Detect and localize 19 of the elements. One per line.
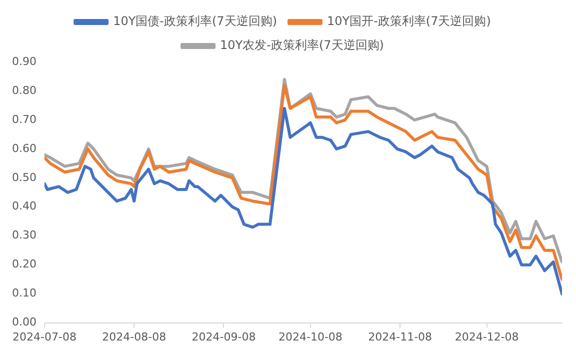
legend-label: 10Y国债-政策利率(7天逆回购) bbox=[113, 14, 278, 28]
legend-label: 10Y国开-政策利率(7天逆回购) bbox=[327, 14, 491, 28]
y-tick-label: 0.00 bbox=[12, 316, 36, 329]
x-tick-label: 2024-07-08 bbox=[12, 330, 76, 344]
y-tick-label: 0.80 bbox=[12, 84, 36, 97]
y-tick-label: 0.40 bbox=[12, 200, 36, 213]
y-tick-label: 0.20 bbox=[12, 258, 36, 271]
y-tick-label: 0.10 bbox=[12, 286, 36, 300]
x-tick-label: 2024-11-08 bbox=[368, 330, 432, 344]
y-tick-label: 0.70 bbox=[12, 112, 36, 126]
x-tick-label: 2024-12-08 bbox=[454, 330, 519, 344]
y-tick-label: 0.90 bbox=[12, 54, 36, 68]
y-tick-label: 0.30 bbox=[12, 228, 36, 242]
x-tick-label: 2024-08-08 bbox=[102, 330, 166, 344]
y-tick-label: 0.60 bbox=[12, 142, 36, 155]
x-tick-label: 2024-09-08 bbox=[192, 330, 256, 344]
y-tick-label: 0.50 bbox=[12, 170, 36, 184]
legend-label: 10Y农发-政策利率(7天逆回购) bbox=[220, 38, 384, 52]
x-tick-label: 2024-10-08 bbox=[278, 330, 342, 344]
